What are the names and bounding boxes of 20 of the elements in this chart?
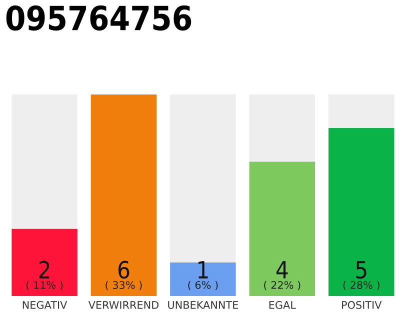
bar [12,94,78,229]
data-label: 4 ( 22% ) [264,261,300,290]
x-tick-label: VERWIRREND [88,301,159,309]
data-label: 5 ( 28% ) [343,261,380,290]
data-label: 2 ( 11% ) [26,260,63,290]
chart-title: 095764756 [6,5,192,31]
bar [90,94,157,296]
data-label: 1 ( 6% ) [188,261,218,290]
x-tick-label: POSITIV [342,301,382,309]
x-tick-label: NEGATIV [22,301,68,309]
bar [249,162,316,296]
bar [249,94,316,162]
bar [328,94,394,128]
bar [328,128,394,296]
x-tick-label: EGAL [269,301,296,309]
data-label: 6 ( 33% ) [106,260,142,290]
x-tick-label: UNBEKANNTE [168,301,238,309]
bar [12,228,78,296]
bar [170,262,236,296]
bar [170,94,236,262]
